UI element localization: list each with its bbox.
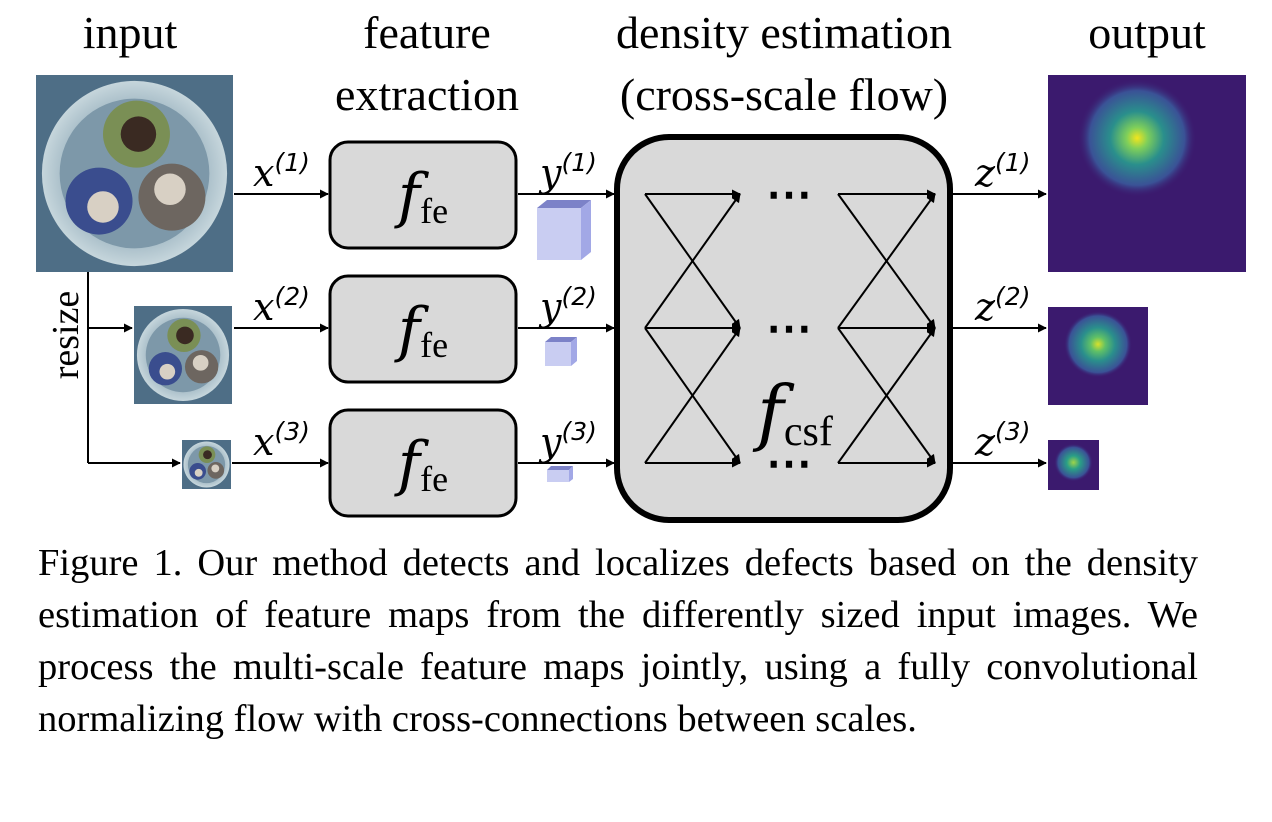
resize-label: resize [45,291,87,380]
output-heatmap-1 [1048,75,1246,272]
ellipsis-1: ⋯ [766,167,812,221]
label-x3: x(3) [253,417,310,464]
header-cross-scale-flow: (cross-scale flow) [620,69,948,120]
feature-extractor-3: ffe [328,408,518,518]
header-output: output [1088,7,1206,58]
ellipsis-3: ⋯ [766,436,812,490]
label-z2: z(2) [974,282,1030,329]
label-y2: y(2) [538,282,597,329]
ellipsis-2: ⋯ [766,301,812,355]
figure-caption: Figure 1. Our method detects and localiz… [38,542,1198,740]
label-x2: x(2) [253,282,310,329]
input-image-large [36,75,233,272]
label-z1: z(1) [974,148,1030,195]
output-heatmap-3 [1048,440,1099,490]
label-y1: y(1) [538,148,597,195]
feature-cube-2 [545,337,577,366]
architecture-diagram: input feature extraction density estimat… [36,7,1246,523]
input-image-medium [134,306,232,404]
header-extraction: extraction [335,69,519,120]
input-image-small [182,440,231,489]
feature-extractor-1: ffe [328,140,518,250]
feature-extractor-2: ffe [328,274,518,384]
svg-text:ffe: ffe [394,429,448,499]
output-heatmap-2 [1048,307,1148,405]
header-feature: feature [363,7,491,58]
label-x1: x(1) [253,148,310,195]
label-y3: y(3) [538,417,597,464]
header-density-estimation: density estimation [616,7,952,58]
label-z3: z(3) [974,417,1030,464]
header-input: input [83,7,178,58]
feature-cube-3 [547,466,573,482]
feature-cube-1 [537,200,591,260]
